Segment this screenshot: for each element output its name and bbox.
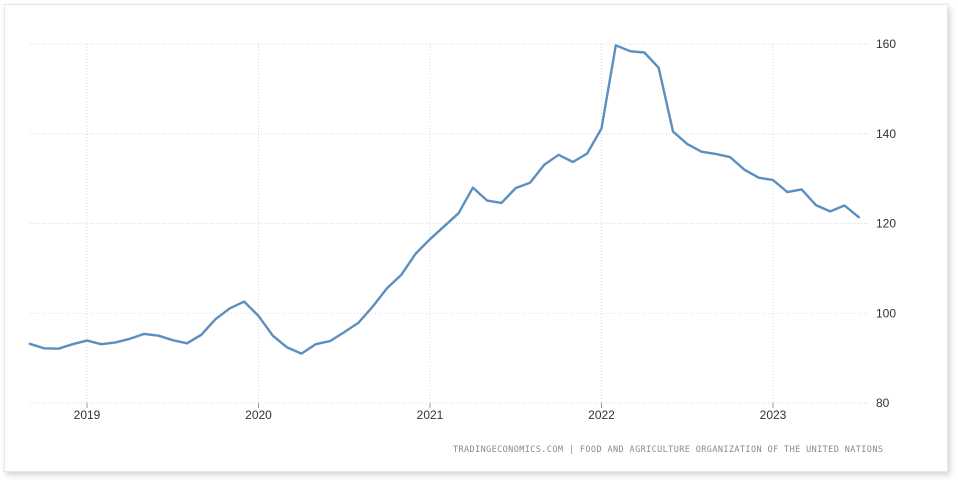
- y-tick-label: 120: [876, 217, 896, 231]
- x-axis-ticks: 2019 2020 2021 2022 2023: [74, 403, 787, 422]
- source-attribution: TRADINGECONOMICS.COM | FOOD AND AGRICULT…: [453, 445, 884, 455]
- x-tick-label: 2023: [760, 408, 787, 422]
- series-line: [28, 44, 860, 355]
- series-lines: [28, 44, 860, 355]
- y-tick-label: 100: [876, 306, 896, 320]
- y-tick-label: 80: [876, 396, 890, 410]
- y-axis-ticks: 80 100 120 140 160: [876, 37, 896, 410]
- y-tick-label: 140: [876, 127, 896, 141]
- chart-card: [4, 4, 948, 472]
- x-tick-label: 2021: [417, 408, 444, 422]
- x-tick-label: 2020: [245, 408, 272, 422]
- x-tick-label: 2019: [74, 408, 101, 422]
- x-tick-label: 2022: [588, 408, 615, 422]
- y-tick-label: 160: [876, 37, 896, 51]
